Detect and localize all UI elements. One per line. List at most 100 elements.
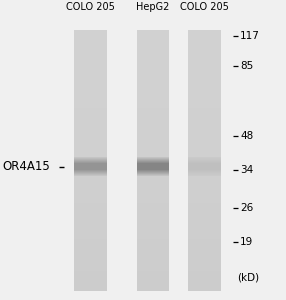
Bar (188, 118, 221, 121)
Bar (137, 159, 169, 160)
Bar (137, 95, 169, 98)
Bar (137, 167, 169, 170)
Bar (74, 161, 106, 162)
Bar (188, 275, 221, 278)
Bar (137, 173, 169, 174)
Bar (188, 98, 221, 102)
Bar (137, 284, 169, 288)
Bar (137, 196, 169, 200)
Bar (188, 112, 221, 115)
Bar (74, 216, 106, 219)
Bar (137, 59, 169, 63)
Text: (kD): (kD) (237, 272, 259, 283)
Bar (137, 164, 169, 167)
Bar (188, 95, 221, 98)
Bar (188, 158, 221, 159)
Bar (74, 43, 106, 46)
Bar (137, 128, 169, 131)
Bar (188, 134, 221, 138)
Text: 48: 48 (240, 130, 253, 141)
Bar (74, 158, 106, 159)
Bar (137, 170, 169, 171)
Bar (74, 131, 106, 134)
Bar (74, 141, 106, 144)
Bar (188, 89, 221, 92)
Bar (137, 118, 169, 121)
Bar (137, 275, 169, 278)
Bar (137, 131, 169, 134)
Text: COLO 205: COLO 205 (66, 2, 114, 12)
Bar (137, 69, 169, 72)
Bar (74, 275, 106, 278)
Bar (137, 177, 169, 180)
Bar (188, 167, 221, 170)
Bar (74, 265, 106, 268)
Bar (74, 89, 106, 92)
Bar (137, 216, 169, 219)
Bar (74, 40, 106, 43)
Bar (137, 82, 169, 85)
Bar (74, 33, 106, 37)
Bar (188, 173, 221, 177)
Bar (137, 219, 169, 223)
Bar (137, 154, 169, 157)
Bar (188, 138, 221, 141)
Bar (74, 177, 106, 180)
Text: 19: 19 (240, 237, 253, 248)
Bar (188, 159, 221, 160)
Bar (137, 56, 169, 59)
Bar (74, 236, 106, 239)
Bar (74, 163, 106, 170)
Bar (137, 37, 169, 40)
Bar (188, 105, 221, 108)
Bar (137, 76, 169, 79)
Bar (137, 252, 169, 255)
Bar (188, 200, 221, 203)
Bar (188, 63, 221, 66)
Bar (137, 85, 169, 89)
Bar (137, 46, 169, 50)
Bar (74, 72, 106, 76)
Bar (74, 288, 106, 291)
Bar (188, 223, 221, 226)
Bar (188, 242, 221, 245)
Bar (188, 180, 221, 183)
Bar (137, 172, 169, 173)
Bar (74, 138, 106, 141)
Bar (74, 183, 106, 187)
Bar (188, 232, 221, 236)
Bar (188, 108, 221, 112)
Bar (137, 213, 169, 216)
Bar (137, 268, 169, 272)
Bar (74, 118, 106, 121)
Bar (188, 190, 221, 193)
Bar (74, 102, 106, 105)
Bar (137, 236, 169, 239)
Bar (137, 160, 169, 164)
Bar (137, 134, 169, 138)
Bar (137, 226, 169, 229)
Bar (74, 53, 106, 56)
Bar (74, 50, 106, 53)
Bar (137, 180, 169, 183)
Bar (188, 272, 221, 275)
Bar (137, 193, 169, 197)
Bar (137, 148, 169, 151)
Bar (137, 183, 169, 187)
Bar (188, 265, 221, 268)
Bar (188, 144, 221, 147)
Bar (74, 180, 106, 183)
Bar (74, 284, 106, 288)
Bar (188, 164, 221, 167)
Bar (188, 196, 221, 200)
Bar (74, 167, 106, 170)
Bar (74, 209, 106, 213)
Bar (74, 175, 106, 176)
Bar (188, 170, 221, 173)
Bar (137, 115, 169, 118)
Bar (74, 79, 106, 82)
Bar (188, 161, 221, 162)
Text: 85: 85 (240, 61, 253, 71)
Bar (74, 122, 106, 124)
Bar (74, 278, 106, 281)
